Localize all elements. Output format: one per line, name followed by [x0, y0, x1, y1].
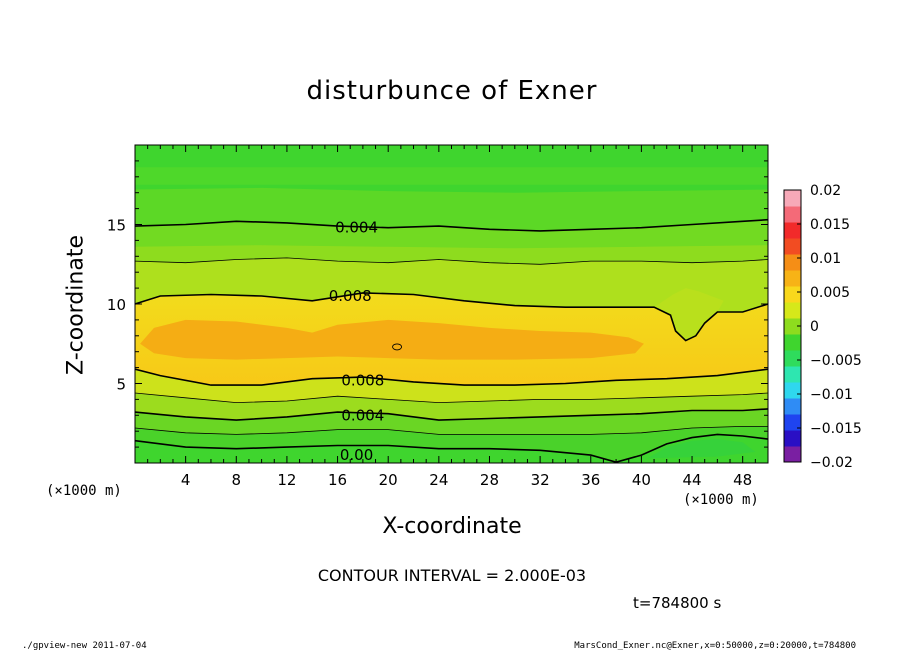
contour-line-1: [135, 257, 768, 265]
colorbar-segment: [784, 190, 801, 207]
footer-right: MarsCond_Exner.nc@Exner,x=0:50000,z=0:20…: [574, 641, 856, 651]
contour-label-0: 0.004: [335, 219, 378, 237]
x-tick-label: 8: [232, 471, 242, 489]
colorbar-segment: [784, 222, 801, 239]
y-axis-label: Z-coordinate: [63, 235, 89, 375]
colorbar-segment: [784, 254, 801, 271]
colorbar-tick-label: 0.005: [810, 285, 850, 301]
colorbar-segment: [784, 318, 801, 335]
colorbar-segment: [784, 334, 801, 351]
colorbar-segment: [784, 414, 801, 431]
fill-band-lower-lime: [135, 369, 768, 403]
y-tick-label: 10: [107, 296, 126, 314]
x-tick-label: 48: [733, 471, 752, 489]
colorbar-tick-label: −0.005: [810, 353, 862, 369]
filled-contours: [135, 145, 768, 463]
chart-title: disturbunce of Exner: [306, 76, 598, 106]
contour-label-3: 0.004: [341, 406, 384, 424]
colorbar-segment: [784, 270, 801, 287]
y-axis: 5 10 15: [107, 160, 768, 448]
contour-max-ellipse: [392, 343, 403, 351]
colorbar: 0.02 0.015 0.01 0.005 0 −0.005 −0.01 −0.015 −0.0…: [783, 183, 862, 471]
colorbar-tick-label: −0.02: [810, 455, 853, 471]
contour-line-3: [135, 368, 768, 386]
y-axis-unit: (×1000 m): [46, 483, 122, 499]
time-label: t=784800 s: [633, 594, 722, 612]
colorbar-tick-label: 0.02: [810, 183, 841, 199]
fill-band-lower-green-1: [135, 393, 768, 421]
y-tick-label: 15: [107, 217, 126, 235]
contour-line-2: [135, 292, 768, 342]
colorbar-segment: [784, 430, 801, 447]
colorbar-segment: [784, 382, 801, 399]
x-tick-label: 32: [531, 471, 550, 489]
contour-line-0: [135, 218, 768, 232]
colorbar-segment: [784, 350, 801, 367]
contour-lines: [135, 218, 768, 463]
colorbar-segment: [784, 366, 801, 383]
contour-line-5: [135, 408, 768, 421]
fill-core-max: [140, 319, 644, 360]
contour-labels: 0.004 0.008 0.008 0.004 0.00: [329, 219, 385, 464]
y-tick-label: 5: [116, 376, 126, 394]
contour-line-6: [135, 426, 768, 435]
colorbar-segment: [784, 206, 801, 223]
contour-interval: CONTOUR INTERVAL = 2.000E-03: [317, 566, 587, 585]
colorbar-segment: [784, 398, 801, 415]
colorbar-tick-label: 0.01: [810, 251, 841, 267]
x-tick-label: 24: [429, 471, 448, 489]
contour-label-4: 0.00: [340, 446, 373, 464]
contour-label-2: 0.008: [341, 371, 384, 389]
plot-area: 0.004 0.008 0.008 0.004 0.00: [135, 145, 768, 464]
fill-bottom-bump: [647, 439, 756, 459]
x-axis-label: X-coordinate: [382, 514, 522, 539]
colorbar-segment: [784, 446, 801, 463]
x-tick-label: 40: [632, 471, 651, 489]
x-tick-label: 4: [181, 471, 191, 489]
footer-left: ./gpview-new 2011-07-04: [22, 641, 147, 651]
colorbar-tick-label: −0.015: [810, 421, 862, 437]
x-tick-label: 12: [277, 471, 296, 489]
colorbar-segment: [784, 238, 801, 255]
colorbar-tick-label: −0.01: [810, 387, 853, 403]
contour-line-4: [135, 392, 768, 404]
colorbar-segment: [784, 302, 801, 319]
x-tick-label: 16: [328, 471, 347, 489]
colorbar-tick-label: 0: [810, 319, 819, 335]
colorbar-segment: [784, 286, 801, 303]
fill-band-lime-mid: [135, 245, 768, 265]
x-tick-label: 36: [581, 471, 600, 489]
x-tick-label: 44: [682, 471, 701, 489]
colorbar-tick-label: 0.015: [810, 217, 850, 233]
fill-band-upper-green: [135, 167, 768, 185]
fill-band-lower-green-3: [135, 426, 768, 463]
contour-label-1: 0.008: [329, 287, 372, 305]
x-tick-label: 20: [379, 471, 398, 489]
x-tick-label: 28: [480, 471, 499, 489]
contour-line-7: [135, 433, 768, 463]
fill-band-lime-2: [135, 257, 768, 341]
fill-notch: [654, 288, 724, 341]
x-axis: 4 8 12 16 20 24 28 32 36 40 44 48: [147, 145, 756, 489]
x-axis-unit: (×1000 m): [683, 492, 759, 508]
fill-band-upper-mid: [135, 187, 768, 231]
